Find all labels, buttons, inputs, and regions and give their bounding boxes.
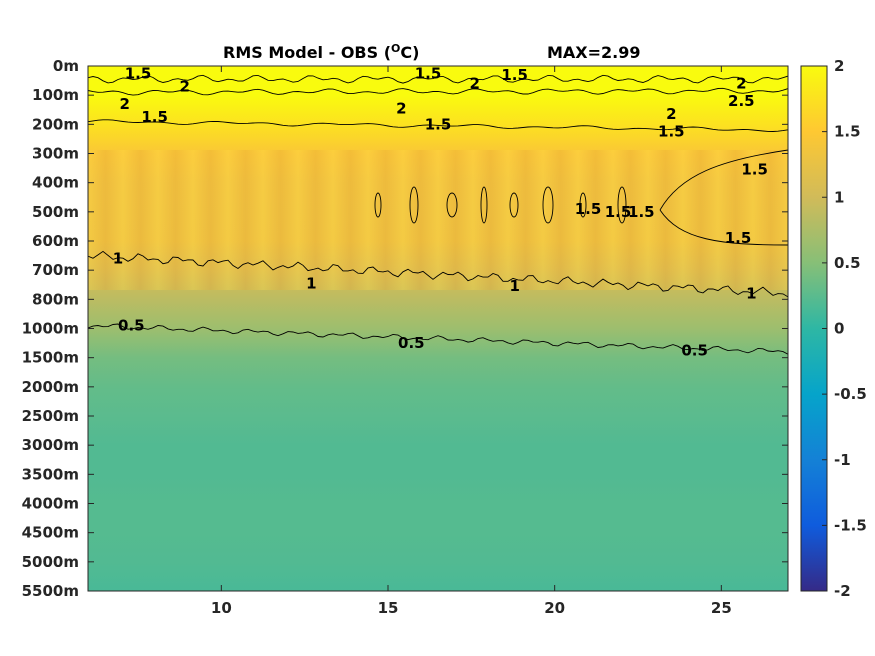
contour-label: 1.5 bbox=[658, 123, 685, 141]
y-tick-label: 4500m bbox=[22, 524, 79, 542]
contour-label: 0.5 bbox=[118, 317, 145, 335]
contour-label: 2 bbox=[469, 75, 479, 93]
colorbar-tick-label: -1 bbox=[834, 451, 851, 469]
y-tick-label: 400m bbox=[32, 174, 79, 192]
x-axis: 10 15 20 25 bbox=[211, 66, 732, 617]
contour-label: 2 bbox=[179, 77, 189, 95]
colorbar-tick-label: 0.5 bbox=[834, 254, 861, 272]
contour-label: 2 bbox=[119, 95, 129, 113]
y-tick-label: 700m bbox=[32, 261, 79, 279]
colorbar-ticks: 2 1.5 1 0.5 0 -0.5 -1 -1.5 -2 bbox=[822, 57, 867, 600]
contour-label: 2 bbox=[736, 75, 746, 93]
contour-line bbox=[88, 74, 788, 84]
y-tick-label: 4000m bbox=[22, 495, 79, 513]
contour-label: 1.5 bbox=[141, 108, 168, 126]
contour-loop bbox=[446, 192, 458, 218]
chart-title-unit: C) bbox=[400, 43, 419, 62]
plot-area: 1.521.52 1.5 22.52 2 21.5 1.5 1.51.51.51.5 1.51… bbox=[88, 64, 788, 591]
chart-title-main: RMS Model - OBS ( bbox=[223, 43, 391, 62]
colorbar-tick-label: 2 bbox=[834, 57, 844, 75]
contour-label: 2.5 bbox=[728, 92, 755, 110]
colorbar-tick-label: 0 bbox=[834, 320, 844, 338]
contour-label: 1.5 bbox=[501, 66, 528, 84]
contour-loop bbox=[542, 186, 554, 224]
contour-line bbox=[88, 323, 788, 355]
contour-label: 2 bbox=[396, 99, 406, 117]
field-background bbox=[88, 66, 788, 591]
contour-label: 1.5 bbox=[628, 203, 655, 221]
contour-label: 1.5 bbox=[575, 200, 602, 218]
y-tick-label: 100m bbox=[32, 86, 79, 104]
x-tick-label: 10 bbox=[211, 599, 232, 617]
chart-title-superscript: O bbox=[391, 42, 400, 55]
contour-label: 1 bbox=[509, 277, 519, 295]
y-tick-label: 3000m bbox=[22, 436, 79, 454]
contour-label: 1.5 bbox=[605, 203, 632, 221]
y-tick-label: 5000m bbox=[22, 553, 79, 571]
colorbar-tick-label: -1.5 bbox=[834, 516, 867, 534]
contour-label: 1.5 bbox=[725, 229, 752, 247]
contour-label: 1.5 bbox=[125, 64, 152, 82]
contour-line bbox=[88, 87, 788, 96]
y-tick-label: 1000m bbox=[22, 320, 79, 338]
chart-title: RMS Model - OBS (OC) bbox=[223, 42, 419, 62]
contour-label: 1 bbox=[113, 250, 123, 268]
x-tick-label: 25 bbox=[711, 599, 732, 617]
contour-loop bbox=[579, 192, 587, 218]
y-tick-label: 600m bbox=[32, 232, 79, 250]
colorbar-tick-label: -2 bbox=[834, 582, 851, 600]
y-tick-label: 300m bbox=[32, 145, 79, 163]
contour-label: 1.5 bbox=[425, 115, 452, 133]
contour-label: 1.5 bbox=[741, 161, 768, 179]
colorbar: 2 1.5 1 0.5 0 -0.5 -1 -1.5 -2 bbox=[800, 57, 867, 600]
contour-lines bbox=[88, 74, 788, 355]
max-label: MAX=2.99 bbox=[547, 43, 641, 62]
y-tick-label: 0m bbox=[53, 57, 79, 75]
field-stripes bbox=[88, 150, 788, 290]
contour-line bbox=[88, 250, 788, 298]
contour-line bbox=[88, 119, 788, 132]
y-tick-label: 3500m bbox=[22, 465, 79, 483]
contour-label: 0.5 bbox=[398, 334, 425, 352]
y-tick-label: 2500m bbox=[22, 407, 79, 425]
colorbar-tick-label: 1 bbox=[834, 188, 844, 206]
contour-loop bbox=[480, 186, 488, 224]
contour-loop bbox=[617, 186, 627, 224]
contour-line bbox=[659, 149, 788, 246]
y-axis: 0m 100m 200m 300m 400m 500m 600m 700m 800m 1000m 1… bbox=[22, 57, 788, 600]
y-tick-label: 1500m bbox=[22, 349, 79, 367]
contour-labels: 1.521.52 1.5 22.52 2 21.5 1.5 1.51.51.51.5 1.51… bbox=[113, 64, 768, 359]
y-tick-label: 2000m bbox=[22, 378, 79, 396]
contour-label: 1.5 bbox=[415, 64, 442, 82]
colorbar-tick-label: 1.5 bbox=[834, 123, 861, 141]
contour-label: 0.5 bbox=[681, 341, 708, 359]
y-tick-label: 5500m bbox=[22, 582, 79, 600]
x-tick-label: 15 bbox=[378, 599, 399, 617]
contour-label: 2 bbox=[666, 105, 676, 123]
y-tick-label: 200m bbox=[32, 115, 79, 133]
x-tick-label: 20 bbox=[544, 599, 565, 617]
colorbar-tick-label: -0.5 bbox=[834, 385, 867, 403]
contour-loop bbox=[374, 192, 382, 218]
contour-label: 1 bbox=[746, 285, 756, 303]
contour-label: 1 bbox=[306, 274, 316, 292]
y-tick-label: 800m bbox=[32, 290, 79, 308]
y-tick-label: 500m bbox=[32, 203, 79, 221]
contour-loop bbox=[509, 192, 519, 218]
contour-loop bbox=[409, 186, 419, 224]
